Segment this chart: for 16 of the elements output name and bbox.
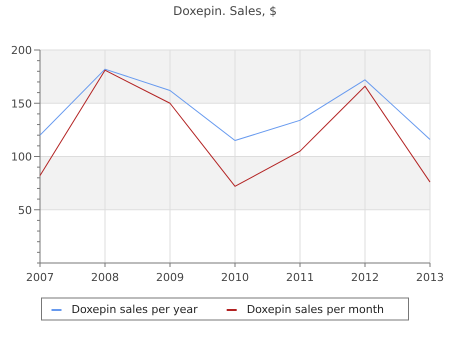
x-tick-label: 2010: [221, 271, 249, 284]
y-tick-label: 100: [11, 150, 32, 164]
x-tick-label: 2008: [91, 271, 119, 284]
chart-title: Doxepin. Sales, $: [173, 4, 277, 18]
line-series: [40, 68, 430, 142]
y-tick-label: 150: [11, 97, 32, 110]
legend-label: Doxepin sales per year: [72, 303, 198, 316]
line-series: [40, 70, 430, 187]
x-tick-label: 2007: [26, 271, 54, 284]
y-tick-label: 50: [18, 204, 32, 217]
x-tick-label: 2009: [156, 271, 184, 284]
y-tick-label: 200: [11, 44, 32, 57]
x-tick-label: 2013: [416, 271, 444, 284]
x-tick-label: 2012: [351, 271, 379, 284]
x-tick-label: 2011: [286, 271, 314, 284]
legend-label: Doxepin sales per month: [246, 303, 384, 316]
